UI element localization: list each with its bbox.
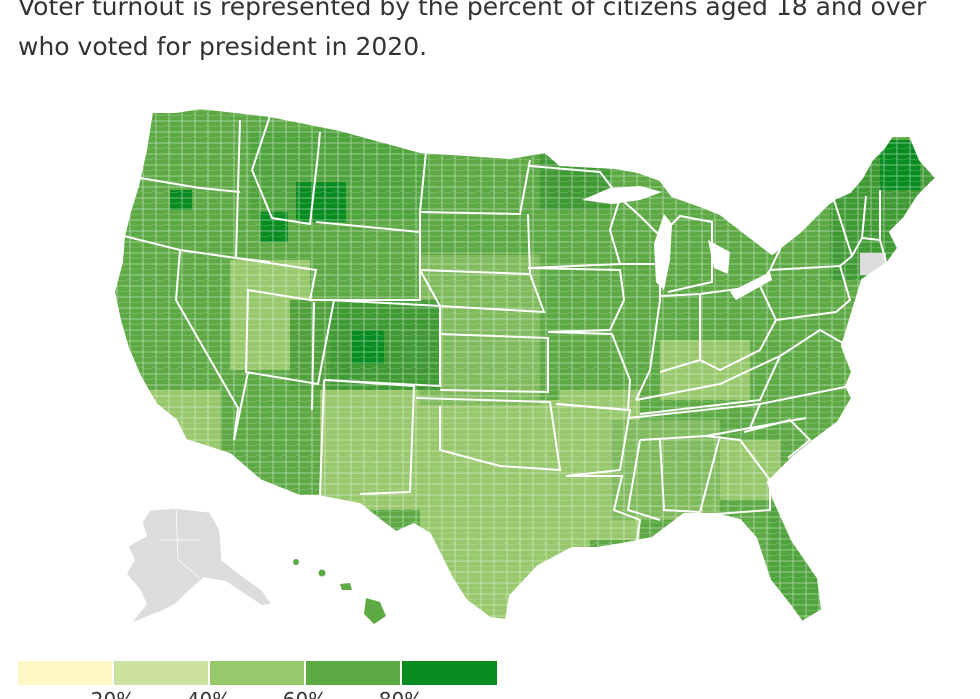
legend-swatch-3 — [306, 661, 400, 685]
lake-superior — [582, 186, 662, 204]
border-idaho-montana — [250, 115, 321, 226]
state-borders — [112, 106, 938, 624]
lower-48-states — [114, 108, 936, 622]
border-south-carolina — [743, 418, 812, 459]
border-virginia — [779, 328, 853, 373]
border-kansas — [439, 333, 549, 394]
border-louisiana — [566, 475, 642, 549]
legend-label-40: 40% — [187, 688, 231, 699]
border-washington-oregon — [139, 177, 241, 193]
legend-label-80: 80% — [379, 688, 423, 699]
border-nevada-utah-arizona — [235, 257, 335, 386]
border-arkansas — [557, 403, 632, 477]
hawaii — [293, 559, 386, 624]
border-south-dakota — [419, 212, 532, 276]
lake-huron — [708, 240, 730, 274]
border-nebraska — [419, 269, 546, 314]
border-north-dakota — [418, 151, 531, 216]
border-minnesota — [527, 165, 622, 269]
map-subtitle: Voter turnout is represented by the perc… — [18, 0, 968, 67]
border-north-carolina — [749, 385, 851, 429]
subtitle-line-2: who voted for president in 2020. — [18, 32, 428, 61]
legend-swatch-0 — [18, 661, 112, 685]
legend-swatch-1 — [114, 661, 208, 685]
hawaii-big-island — [364, 598, 386, 624]
alaska-borough-lines — [160, 507, 201, 579]
border-illinois — [620, 263, 661, 401]
hawaii-maui — [340, 583, 352, 590]
hawaii-oahu — [318, 569, 326, 577]
border-new-york — [769, 198, 854, 271]
legend-swatch-2 — [210, 661, 304, 685]
border-california-nevada — [174, 249, 240, 441]
border-georgia — [705, 435, 771, 515]
border-iowa — [527, 267, 626, 333]
legend-label-60: 60% — [283, 688, 327, 699]
alaska-no-data — [125, 507, 274, 626]
subtitle-line-1: Voter turnout is represented by the perc… — [18, 0, 927, 21]
border-new-england — [851, 190, 887, 263]
county-lines — [114, 108, 936, 622]
great-lakes — [582, 186, 772, 300]
legend-swatch-4 — [402, 661, 497, 685]
national-outline — [112, 106, 938, 624]
border-indiana — [659, 292, 701, 373]
hawaii-kauai — [293, 559, 299, 565]
border-pennsylvania — [759, 264, 852, 321]
lake-michigan — [654, 214, 672, 290]
border-new-mexico — [319, 379, 416, 497]
border-mississippi-alabama — [626, 435, 721, 521]
border-oklahoma — [415, 397, 562, 472]
border-arizona — [233, 301, 315, 441]
lake-erie — [730, 272, 772, 300]
legend-label-20: 20% — [91, 688, 135, 699]
